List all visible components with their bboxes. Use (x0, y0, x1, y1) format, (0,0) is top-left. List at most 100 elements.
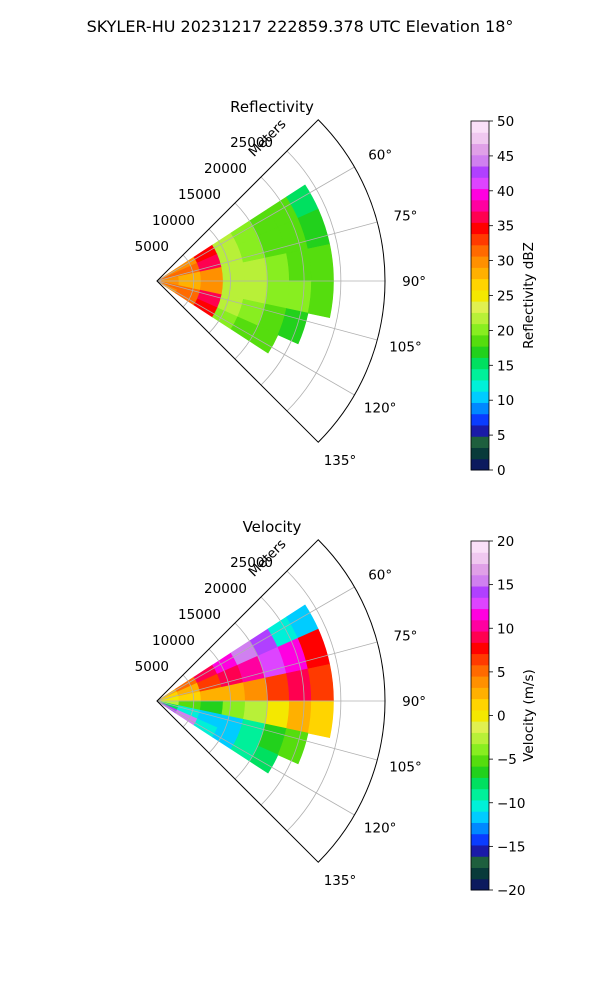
radial-tick-label: 5000 (135, 659, 169, 675)
azimuth-spoke (156, 700, 378, 761)
field-cell (286, 248, 312, 282)
reflectivity-panel: Reflectivity 500010000150002000025000Met… (135, 98, 537, 479)
radial-tick-label: 10000 (152, 633, 195, 649)
velocity-colorbar: −20 −15 −10 −5 0 5 10 15 20 Velocity (m/s) (470, 534, 537, 899)
colorbar-swatch (471, 608, 489, 621)
colorbar-tick-label: 45 (497, 149, 514, 165)
colorbar-swatch (471, 631, 489, 643)
colorbar-swatch (471, 822, 489, 835)
colorbar-tick-label: −15 (497, 839, 526, 855)
azimuth-tick-label: 120° (364, 401, 397, 417)
colorbar-swatch (471, 541, 489, 553)
azimuth-spoke (156, 166, 355, 282)
colorbar-swatch (471, 867, 489, 880)
colorbar-tick-label: 20 (497, 534, 514, 550)
colorbar-swatch (471, 357, 489, 370)
colorbar-tick-label: 50 (497, 114, 514, 130)
colorbar-swatch (471, 278, 489, 291)
colorbar-swatch (471, 844, 489, 857)
colorbar-swatch (471, 743, 489, 756)
colorbar-swatch (471, 878, 489, 891)
colorbar-swatch (471, 552, 489, 565)
colorbar-tick-label: 10 (497, 393, 514, 409)
colorbar-swatch (471, 563, 489, 576)
colorbar-swatch (471, 256, 489, 268)
colorbar-swatch (471, 244, 489, 257)
radial-tick-label: 20000 (204, 161, 247, 177)
colorbar-swatch (471, 676, 489, 688)
colorbar-tick-label: 15 (497, 578, 514, 594)
azimuth-tick-label: 60° (368, 147, 392, 163)
colorbar-swatch (471, 732, 489, 745)
radial-tick-label: 10000 (152, 213, 195, 229)
colorbar-swatch (471, 833, 489, 846)
colorbar-swatch (471, 413, 489, 426)
colorbar-swatch (471, 436, 489, 448)
colorbar-swatch (471, 458, 489, 471)
colorbar-label: Velocity (m/s) (521, 669, 537, 762)
colorbar-swatch (471, 788, 489, 801)
colorbar-swatch (471, 709, 489, 722)
colorbar-swatch (471, 233, 489, 246)
colorbar-tick-label: 0 (497, 709, 506, 725)
colorbar-swatch (471, 211, 489, 223)
azimuth-tick-label: 135° (324, 873, 357, 889)
azimuth-spoke (156, 641, 378, 702)
field-cell (286, 668, 312, 702)
field-cell (264, 673, 290, 702)
colorbar-tick-label: 5 (497, 428, 506, 444)
radial-tick-label: 5000 (135, 239, 169, 255)
colorbar-swatch (471, 653, 489, 666)
colorbar-swatch (471, 368, 489, 381)
colorbar-swatch (471, 811, 489, 823)
azimuth-tick-label: 90° (402, 274, 426, 290)
colorbar-swatch (471, 447, 489, 460)
azimuth-tick-label: 105° (389, 340, 422, 356)
field-cell (277, 728, 309, 765)
colorbar-swatch (471, 698, 489, 711)
colorbar-swatch (471, 619, 489, 632)
colorbar-swatch (471, 166, 489, 178)
radial-tick-label: 15000 (178, 607, 221, 623)
sector-outline (156, 539, 386, 863)
azimuth-spoke (156, 700, 355, 816)
reflectivity-plot-title: Reflectivity (230, 98, 314, 116)
reflectivity-colorbar: 0 5 10 15 20 25 30 35 40 45 50 Reflectivity dBZ (470, 114, 537, 479)
field-cell (264, 253, 290, 282)
colorbar-swatch (471, 199, 489, 212)
colorbar-swatch (471, 154, 489, 167)
colorbar-swatch (471, 267, 489, 280)
colorbar-swatch (471, 391, 489, 403)
colorbar-swatch (471, 222, 489, 235)
field-cell (264, 700, 290, 729)
azimuth-tick-label: 105° (389, 760, 422, 776)
colorbar-tick-label: 40 (497, 184, 514, 200)
azimuth-tick-label: 60° (368, 567, 392, 583)
colorbar-tick-label: −10 (497, 796, 526, 812)
colorbar-swatch (471, 754, 489, 767)
azimuth-spoke (156, 280, 378, 341)
colorbar-swatch (471, 856, 489, 868)
colorbar-tick-label: 30 (497, 254, 514, 270)
field-cell (277, 308, 309, 345)
radial-tick-label: 20000 (204, 581, 247, 597)
colorbar-swatch (471, 574, 489, 587)
field-cell (307, 663, 334, 702)
colorbar-swatch (471, 323, 489, 336)
colorbar-swatch (471, 687, 489, 700)
colorbar-swatch (471, 289, 489, 302)
colorbar-tick-label: 0 (497, 463, 506, 479)
azimuth-tick-label: 135° (324, 453, 357, 469)
colorbar-tick-label: 20 (497, 323, 514, 339)
field-cell (286, 280, 312, 314)
azimuth-tick-label: 90° (402, 694, 426, 710)
azimuth-spoke (156, 586, 355, 702)
colorbar-swatch (471, 346, 489, 358)
azimuth-spoke (156, 221, 378, 282)
colorbar-label: Reflectivity dBZ (521, 242, 537, 349)
sector-outline (156, 119, 386, 443)
azimuth-tick-label: 75° (393, 208, 417, 224)
colorbar-swatch (471, 379, 489, 392)
